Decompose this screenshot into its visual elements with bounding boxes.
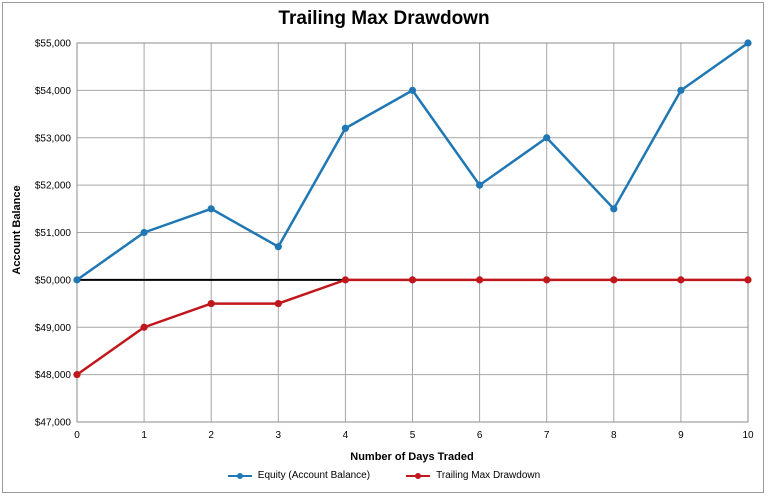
data-point-0: [274, 243, 282, 251]
data-point-0: [408, 86, 417, 94]
data-point-0: [744, 39, 752, 47]
data-point-1: [543, 276, 551, 284]
x-tick-label: 7: [544, 430, 550, 441]
data-point-1: [476, 276, 484, 284]
y-axis-title: Account Balance: [11, 185, 23, 274]
legend-label-drawdown: Trailing Max Drawdown: [436, 470, 541, 481]
x-axis-title: Number of Days Traded: [350, 451, 473, 463]
data-point-1: [677, 276, 685, 284]
y-tick-labels: $47,000 $48,000 $49,000 $50,000 $51,000 $52,0…: [35, 39, 72, 429]
legend-swatch-drawdown: [406, 471, 431, 481]
data-point-0: [677, 86, 685, 94]
x-tick-label: 9: [678, 430, 684, 441]
grid: [76, 42, 749, 423]
data-point-1: [341, 276, 349, 284]
legend: Equity (Account Balance) Trailing Max Dr…: [0, 470, 768, 481]
y-tick-label: $50,000: [35, 275, 72, 286]
data-point-1: [207, 299, 215, 308]
x-tick-label: 5: [410, 430, 416, 441]
series-group: [73, 39, 752, 379]
data-point-1: [610, 276, 618, 284]
x-tick-label: 10: [742, 430, 754, 441]
data-point-1: [744, 276, 752, 284]
x-tick-label: 2: [208, 430, 214, 441]
y-tick-label: $52,000: [35, 181, 72, 192]
chart-title: Trailing Max Drawdown: [278, 8, 490, 29]
y-tick-label: $51,000: [35, 228, 72, 239]
data-point-1: [140, 323, 148, 331]
y-tick-label: $54,000: [35, 86, 72, 97]
data-point-0: [543, 134, 551, 142]
data-point-0: [140, 228, 148, 237]
y-tick-label: $47,000: [35, 418, 72, 429]
x-tick-label: 4: [343, 430, 349, 441]
y-tick-label: $49,000: [35, 323, 72, 334]
y-tick-label: $53,000: [35, 133, 72, 144]
data-point-1: [73, 371, 81, 379]
legend-label-equity: Equity (Account Balance): [257, 470, 371, 481]
legend-item-drawdown: Trailing Max Drawdown: [406, 470, 540, 481]
y-tick-label: $55,000: [35, 39, 72, 50]
x-tick-label: 1: [141, 430, 147, 441]
x-tick-label: 3: [276, 430, 282, 441]
x-tick-label: 6: [477, 430, 483, 441]
data-point-0: [476, 181, 484, 189]
data-point-0: [610, 205, 618, 213]
data-point-1: [408, 276, 417, 284]
y-tick-label: $48,000: [35, 370, 72, 381]
data-point-1: [274, 299, 282, 308]
data-point-0: [73, 276, 81, 284]
x-tick-labels: 0 1 2 3 4 5 6 7 8 9 10: [74, 430, 754, 441]
data-point-0: [207, 205, 215, 213]
x-tick-label: 8: [611, 430, 617, 441]
legend-item-equity: Equity (Account Balance): [227, 470, 371, 481]
x-tick-label: 0: [74, 430, 80, 441]
legend-swatch-equity: [227, 471, 252, 481]
plot-area-border: [76, 42, 749, 423]
data-point-0: [341, 124, 349, 132]
